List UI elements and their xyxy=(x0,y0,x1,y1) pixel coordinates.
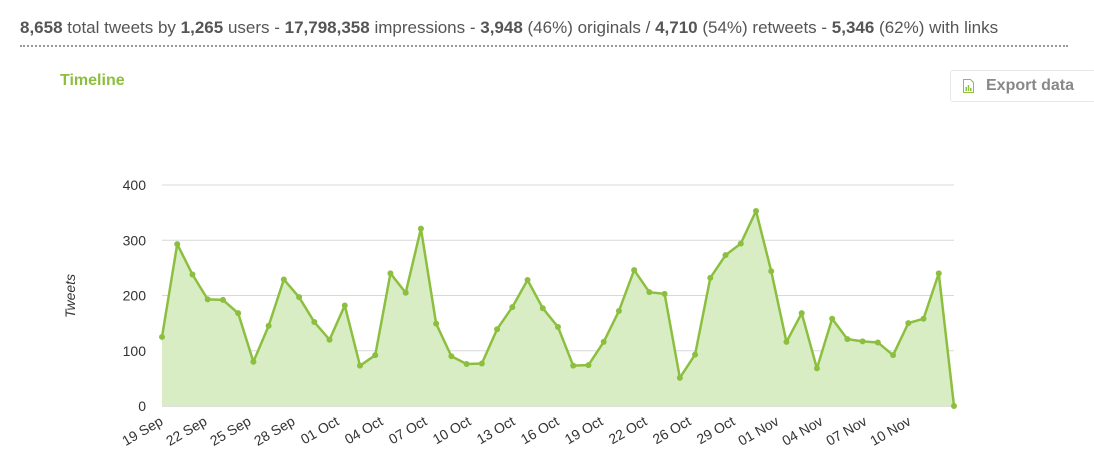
x-tick-label: 22 Oct xyxy=(606,413,650,448)
data-point[interactable] xyxy=(539,305,546,312)
data-point[interactable] xyxy=(570,362,577,369)
x-tick-label: 01 Nov xyxy=(735,413,781,449)
x-tick-label: 29 Oct xyxy=(694,413,738,448)
data-point[interactable] xyxy=(661,290,668,297)
data-point[interactable] xyxy=(676,374,683,381)
x-tick-label: 10 Nov xyxy=(867,413,913,449)
x-tick-label: 19 Sep xyxy=(119,413,166,449)
data-point[interactable] xyxy=(646,289,653,296)
y-tick-label: 200 xyxy=(123,288,147,304)
summary-text: users - xyxy=(223,18,285,37)
x-tick-label: 04 Oct xyxy=(342,413,386,448)
data-point[interactable] xyxy=(402,289,409,296)
data-point[interactable] xyxy=(890,352,897,359)
data-point[interactable] xyxy=(463,361,470,368)
spreadsheet-file-icon xyxy=(963,79,974,93)
data-point[interactable] xyxy=(448,353,455,360)
data-point[interactable] xyxy=(204,296,211,303)
data-point[interactable] xyxy=(844,336,851,343)
data-point[interactable] xyxy=(600,338,607,345)
data-point[interactable] xyxy=(905,320,912,327)
data-point[interactable] xyxy=(737,240,744,247)
data-point[interactable] xyxy=(159,333,165,340)
x-tick-label: 07 Nov xyxy=(823,413,869,449)
summary-text: impressions - xyxy=(369,18,481,37)
data-point[interactable] xyxy=(265,322,272,329)
data-point[interactable] xyxy=(296,294,303,301)
data-point[interactable] xyxy=(935,270,942,277)
data-point[interactable] xyxy=(829,315,836,322)
data-point[interactable] xyxy=(341,302,348,309)
x-tick-label: 10 Oct xyxy=(430,413,474,448)
retweets-count: 4,710 xyxy=(655,18,698,37)
data-point[interactable] xyxy=(783,338,790,345)
timeline-title: Timeline xyxy=(60,72,125,89)
x-tick-label: 26 Oct xyxy=(650,413,694,448)
data-point[interactable] xyxy=(631,267,638,274)
data-point[interactable] xyxy=(951,403,957,409)
data-point[interactable] xyxy=(387,270,394,277)
data-point[interactable] xyxy=(219,296,226,303)
data-point[interactable] xyxy=(372,352,379,359)
data-point[interactable] xyxy=(768,268,775,275)
tweets-area-fill xyxy=(162,210,954,406)
x-tick-label: 01 Oct xyxy=(298,413,342,448)
x-tick-label: 16 Oct xyxy=(518,413,562,448)
y-tick-label: 400 xyxy=(123,177,147,193)
y-tick-label: 0 xyxy=(138,398,146,414)
x-tick-label: 04 Nov xyxy=(779,413,825,449)
y-axis-label: Tweets xyxy=(62,274,78,318)
data-point[interactable] xyxy=(555,323,561,330)
x-tick-label: 13 Oct xyxy=(474,413,518,448)
data-point[interactable] xyxy=(250,358,257,365)
summary-text: (62%) with links xyxy=(874,18,999,37)
dotted-divider xyxy=(20,45,1068,47)
impressions-count: 17,798,358 xyxy=(284,18,370,37)
links-count: 5,346 xyxy=(831,18,875,37)
data-point[interactable] xyxy=(326,336,333,343)
data-point[interactable] xyxy=(874,339,881,346)
data-point[interactable] xyxy=(524,277,531,284)
data-point[interactable] xyxy=(357,362,363,369)
summary-text: (46%) originals / xyxy=(522,18,656,37)
data-point[interactable] xyxy=(707,274,714,281)
data-point[interactable] xyxy=(478,360,485,367)
y-tick-label: 100 xyxy=(123,343,147,359)
x-tick-label: 25 Sep xyxy=(207,413,254,449)
data-point[interactable] xyxy=(235,310,242,317)
export-data-button[interactable]: Export data xyxy=(950,70,1094,102)
data-point[interactable] xyxy=(753,207,759,214)
data-point[interactable] xyxy=(722,252,729,259)
data-point[interactable] xyxy=(585,362,592,369)
data-point[interactable] xyxy=(615,307,622,314)
data-point[interactable] xyxy=(189,271,196,278)
export-data-label: Export data xyxy=(986,77,1075,94)
x-tick-label: 07 Oct xyxy=(386,413,430,448)
data-point[interactable] xyxy=(280,276,287,283)
data-point[interactable] xyxy=(692,351,699,358)
summary-text: total tweets by xyxy=(62,18,181,37)
summary-text: (54%) retweets - xyxy=(697,18,832,37)
users-count: 1,265 xyxy=(180,18,224,37)
summary-stats: 8,658 total tweets by 1,265 users - 17,7… xyxy=(20,18,1070,38)
data-point[interactable] xyxy=(813,365,820,372)
x-tick-label: 28 Sep xyxy=(251,413,298,449)
data-point[interactable] xyxy=(798,310,805,317)
data-point[interactable] xyxy=(509,304,516,311)
x-tick-label: 19 Oct xyxy=(562,413,606,448)
data-point[interactable] xyxy=(174,241,181,248)
total-tweets-count: 8,658 xyxy=(20,18,63,37)
data-point[interactable] xyxy=(859,338,866,345)
data-point[interactable] xyxy=(920,315,927,322)
data-point[interactable] xyxy=(433,320,440,327)
y-tick-label: 300 xyxy=(123,232,147,248)
x-tick-label: 22 Sep xyxy=(163,413,210,449)
data-point[interactable] xyxy=(311,319,318,326)
data-point[interactable] xyxy=(494,326,501,333)
data-point[interactable] xyxy=(417,225,424,232)
originals-count: 3,948 xyxy=(480,18,523,37)
